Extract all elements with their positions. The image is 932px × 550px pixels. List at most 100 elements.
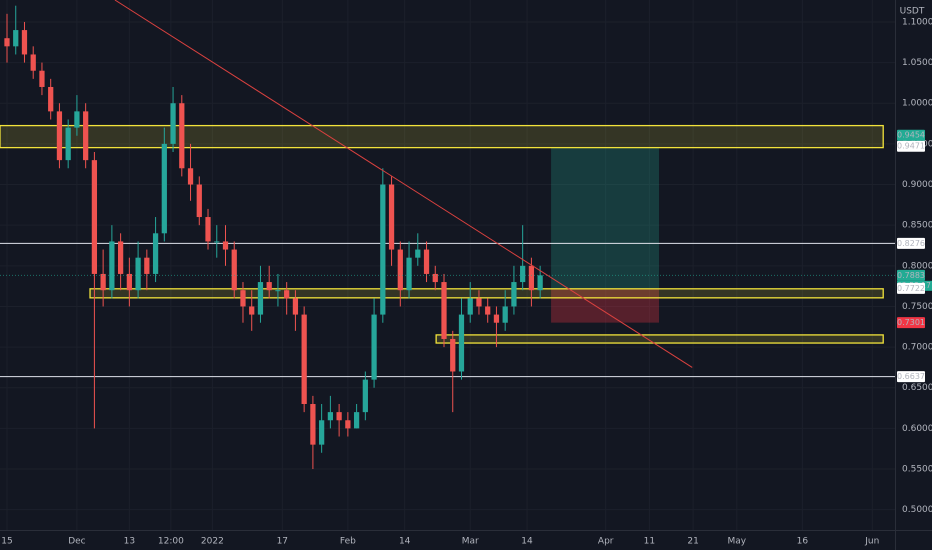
candle-body — [152, 233, 159, 274]
candle-body — [528, 265, 535, 291]
candle-body — [56, 111, 63, 161]
candle-body — [310, 404, 316, 445]
candle-body — [117, 241, 124, 274]
candle-body — [21, 30, 28, 55]
candle-body — [135, 257, 141, 291]
price-badge-label: 0.7722 — [897, 284, 925, 293]
candle-body — [537, 275, 543, 291]
candle-body — [91, 160, 98, 274]
candle-body — [336, 412, 342, 421]
candle-body — [170, 103, 176, 144]
x-tick-label: 14 — [399, 537, 411, 547]
candle-body — [450, 338, 456, 372]
x-tick-label: 16 — [797, 537, 809, 547]
candle-body — [476, 298, 482, 307]
candle-body — [249, 306, 255, 315]
y-tick-label: 0.7000 — [902, 343, 932, 353]
x-tick-label: Mar — [462, 537, 479, 547]
y-tick-label: 0.5000 — [902, 505, 932, 515]
candle-body — [187, 168, 194, 185]
price-badge-label: 0.7301 — [897, 318, 925, 327]
candle-body — [231, 249, 237, 291]
profit-zone — [551, 147, 660, 289]
candle-body — [240, 290, 246, 307]
y-tick-label: 0.7500 — [902, 302, 932, 312]
candle-body — [292, 298, 299, 315]
price-badge-label: 0.8276 — [897, 239, 925, 248]
zone — [0, 124, 884, 149]
candle-body — [39, 70, 45, 87]
candle-body — [371, 314, 377, 380]
candle-body — [388, 184, 395, 250]
candle-body — [196, 184, 202, 218]
candle-body — [423, 249, 430, 274]
candle-body — [13, 30, 19, 47]
candle-body — [485, 306, 491, 315]
price-badge — [897, 237, 925, 249]
candle-body — [345, 420, 351, 429]
x-tick-label: Apr — [598, 537, 614, 547]
x-tick-label: Feb — [340, 537, 356, 547]
candle-body — [441, 282, 447, 339]
y-tick-label: 0.6500 — [902, 383, 932, 393]
price-badge — [897, 140, 925, 152]
candle-body — [144, 257, 150, 274]
candle-body — [30, 54, 36, 71]
candle-body — [126, 273, 132, 291]
candle-body — [179, 103, 185, 169]
candle-body — [83, 111, 89, 161]
candle-body — [205, 217, 211, 242]
candle-body — [493, 314, 500, 323]
y-tick-label: 0.9000 — [902, 180, 932, 190]
y-tick-label: 0.8000 — [902, 261, 932, 271]
x-tick-label: 13 — [124, 537, 135, 547]
y-tick-label: 1.0500 — [902, 58, 932, 68]
trendline — [114, 0, 693, 368]
y-tick-label: 0.8500 — [902, 221, 932, 231]
candle-body — [319, 420, 325, 445]
price-badge-label: 0.9471 — [897, 142, 925, 151]
candle-body — [100, 273, 106, 291]
candle-body — [48, 86, 54, 112]
candle-body — [222, 241, 229, 250]
price-badge-label: 0.6637 — [897, 372, 925, 381]
candle-body — [4, 38, 10, 47]
y-tick-label: 0.6000 — [902, 424, 932, 434]
currency-label: USDT — [900, 7, 925, 17]
price-badge — [897, 269, 925, 281]
candle-body — [406, 257, 412, 291]
price-badge — [897, 282, 925, 294]
price-badge — [897, 317, 925, 329]
y-tick-label: 0.5500 — [902, 465, 932, 475]
loss-zone — [551, 288, 660, 323]
x-tick-label: 15 — [1, 537, 12, 547]
price-badge — [897, 129, 925, 141]
candle-body — [74, 111, 80, 128]
candle-body — [520, 265, 526, 283]
candle-body — [161, 143, 167, 234]
candle-body — [432, 273, 438, 283]
x-tick-label: 11 — [644, 537, 655, 547]
candle-body — [511, 282, 517, 307]
x-tick-label: Dec — [68, 537, 85, 547]
price-badge — [897, 371, 925, 383]
candle-body — [362, 379, 368, 413]
candle-body — [301, 314, 307, 405]
x-tick-label: Jun — [864, 537, 879, 547]
candle-body — [266, 282, 272, 291]
candle-body — [502, 306, 508, 323]
candle-body — [397, 249, 403, 291]
candle-body — [380, 184, 386, 315]
x-tick-label: 21 — [687, 537, 698, 547]
x-tick-label: May — [727, 537, 746, 547]
candle-body — [353, 412, 360, 429]
y-tick-label: 1.0000 — [902, 99, 932, 109]
candle-body — [109, 241, 115, 291]
x-tick-label: 14 — [521, 537, 533, 547]
y-tick-label: 1.1000 — [902, 17, 932, 27]
x-tick-label: 17 — [277, 537, 288, 547]
candle-body — [327, 412, 334, 421]
candle-body — [284, 290, 290, 299]
x-tick-label: 2022 — [201, 537, 224, 547]
